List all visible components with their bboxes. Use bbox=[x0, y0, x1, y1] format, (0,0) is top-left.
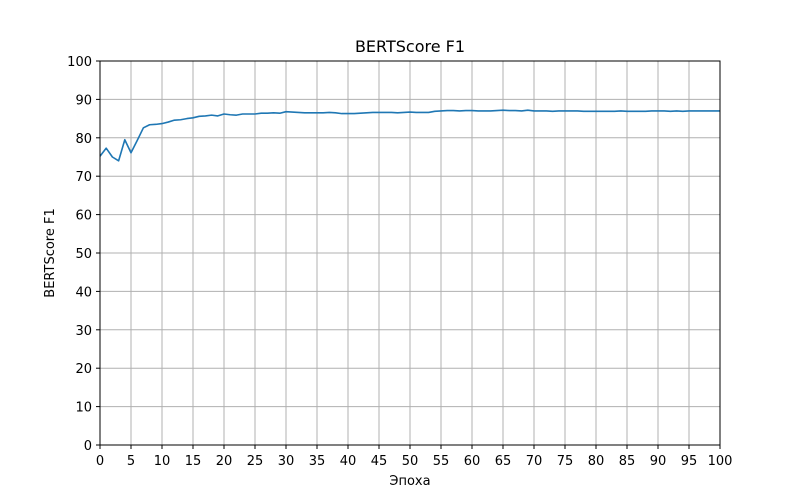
x-tick-label: 75 bbox=[557, 454, 574, 469]
y-tick-label: 50 bbox=[75, 247, 92, 262]
x-tick-label: 15 bbox=[185, 454, 202, 469]
x-tick-label: 55 bbox=[433, 454, 450, 469]
y-tick-label: 90 bbox=[75, 93, 92, 108]
x-tick-label: 5 bbox=[127, 454, 135, 469]
chart-title: BERTScore F1 bbox=[355, 37, 465, 56]
x-tick-label: 20 bbox=[216, 454, 233, 469]
x-axis-label: Эпоха bbox=[389, 474, 430, 489]
x-tick-label: 95 bbox=[681, 454, 698, 469]
y-tick-label: 0 bbox=[84, 439, 92, 454]
x-tick-label: 90 bbox=[650, 454, 667, 469]
x-tick-label: 30 bbox=[278, 454, 295, 469]
x-tick-label: 10 bbox=[154, 454, 171, 469]
y-tick-label: 10 bbox=[75, 401, 92, 416]
x-tick-label: 60 bbox=[464, 454, 481, 469]
x-tick-label: 65 bbox=[495, 454, 512, 469]
series-layer bbox=[99, 109, 720, 162]
y-tick-label: 40 bbox=[75, 285, 92, 300]
y-tick-label: 80 bbox=[75, 132, 92, 147]
x-tick-label: 80 bbox=[588, 454, 605, 469]
series-line bbox=[99, 109, 720, 162]
x-tick-label: 40 bbox=[340, 454, 357, 469]
y-tick-label: 30 bbox=[75, 324, 92, 339]
x-tick-label: 100 bbox=[708, 454, 733, 469]
y-tick-label: 70 bbox=[75, 170, 92, 185]
x-tick-label: 70 bbox=[526, 454, 543, 469]
y-tick-label: 20 bbox=[75, 362, 92, 377]
x-tick-label: 85 bbox=[619, 454, 636, 469]
y-tick-label: 100 bbox=[67, 55, 92, 70]
x-tick-label: 50 bbox=[402, 454, 419, 469]
x-tick-label: 45 bbox=[371, 454, 388, 469]
x-tick-label: 35 bbox=[309, 454, 326, 469]
y-axis-label: BERTScore F1 bbox=[43, 208, 58, 297]
y-tick-label: 60 bbox=[75, 209, 92, 224]
x-tick-label: 0 bbox=[96, 454, 104, 469]
plot-frame bbox=[99, 60, 721, 446]
x-tick-label: 25 bbox=[247, 454, 264, 469]
ticks: 0 5 10 15 20 25 30 35 40 45 50 55 60 65 70 75 80 85 90 95 10… bbox=[67, 55, 732, 469]
